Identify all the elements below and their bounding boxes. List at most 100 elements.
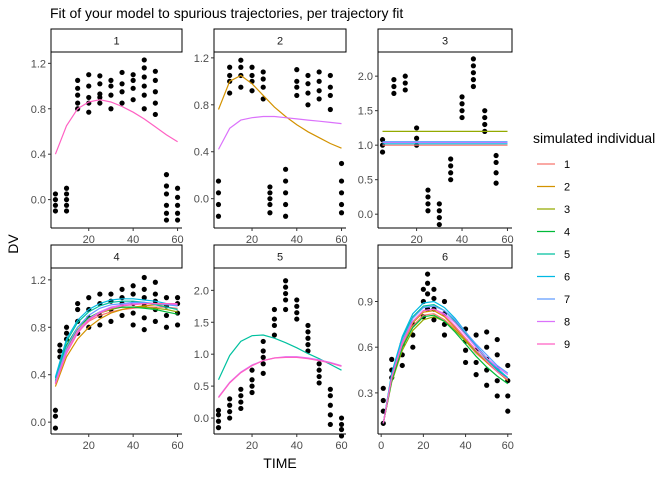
data-point (141, 92, 147, 98)
data-point (174, 194, 181, 200)
data-point (227, 90, 233, 96)
data-point (163, 217, 170, 223)
panel-3: 3 0.0 0.5 1.0 1.5 2.0 20 40 60 (358, 28, 514, 246)
data-point (141, 74, 147, 80)
data-point (316, 373, 322, 380)
data-point (260, 84, 266, 90)
data-point (482, 121, 488, 128)
data-point (86, 72, 92, 78)
data-point (174, 202, 181, 208)
y-tick-label: 1.5 (194, 317, 209, 329)
data-point (282, 284, 289, 290)
data-point (282, 201, 289, 208)
data-point (338, 201, 345, 208)
strip-label: 6 (442, 252, 448, 264)
data-point (379, 137, 386, 143)
x-tick-label: 60 (502, 440, 514, 452)
data-point (425, 201, 431, 207)
data-point (215, 418, 222, 424)
data-point (282, 178, 289, 184)
data-point (338, 421, 345, 428)
data-point (75, 92, 81, 98)
data-point (327, 106, 333, 113)
data-point (260, 370, 266, 376)
fit-line-individual-7 (382, 305, 509, 424)
legend-label-7: 7 (564, 294, 570, 306)
fit-line-individual-9 (218, 356, 342, 398)
data-point (267, 190, 273, 196)
panel-1: 1 0.0 0.4 0.8 1.2 20 40 60 (31, 28, 184, 246)
data-point (316, 69, 322, 75)
data-point (327, 386, 333, 392)
y-tick-label: 1.5 (358, 106, 373, 118)
data-point (215, 407, 222, 413)
data-point (338, 160, 345, 167)
data-point (305, 90, 311, 96)
data-point (505, 393, 511, 399)
data-point (414, 125, 420, 131)
data-point (108, 106, 114, 112)
data-point (238, 57, 244, 63)
data-point (327, 402, 333, 408)
data-point (86, 109, 92, 115)
data-point (163, 202, 170, 208)
data-point (97, 81, 103, 87)
data-point (436, 221, 442, 228)
data-point (494, 336, 500, 343)
data-point (130, 322, 136, 328)
data-point (389, 356, 395, 362)
strip-box (50, 28, 183, 53)
fit-line-individual-8 (54, 303, 178, 384)
y-tick-label: 0.0 (358, 209, 373, 221)
x-tick-label: 60 (501, 234, 513, 246)
data-point (215, 190, 222, 196)
data-point (294, 67, 300, 73)
fit-line-individual-5 (217, 334, 342, 380)
data-point (305, 322, 311, 329)
data-point (249, 383, 255, 389)
y-tick-label: 1.2 (31, 275, 46, 287)
legend-label-6: 6 (564, 272, 570, 284)
data-point (63, 185, 70, 191)
fit-line-individual-6 (54, 298, 178, 378)
data-point (86, 94, 92, 101)
data-point (294, 92, 300, 99)
data-point (249, 72, 255, 79)
legend-label-5: 5 (564, 249, 570, 261)
data-point (260, 76, 266, 82)
data-point (141, 106, 147, 112)
data-point (215, 213, 222, 219)
data-point (391, 83, 397, 90)
data-point (75, 77, 81, 83)
legend: simulated individual 1 2 3 4 5 6 7 8 9 (533, 130, 655, 351)
strip-label: 3 (442, 36, 448, 48)
data-point (130, 310, 136, 316)
data-point (402, 73, 408, 79)
data-point (282, 306, 289, 313)
data-point (425, 187, 431, 193)
data-point (316, 361, 322, 367)
data-point (238, 399, 244, 405)
data-point (448, 170, 454, 176)
data-point (97, 73, 103, 79)
data-point (141, 274, 147, 281)
data-point (316, 96, 322, 102)
data-point (459, 114, 465, 121)
data-point (294, 316, 300, 322)
data-point (249, 88, 255, 94)
x-tick-label: 40 (291, 234, 303, 246)
y-tick-label: 0.5 (194, 381, 209, 393)
data-point (152, 318, 158, 324)
data-point (282, 297, 289, 303)
data-point (152, 291, 158, 297)
legend-label-8: 8 (564, 317, 570, 329)
data-point (63, 208, 70, 214)
data-point (97, 100, 103, 106)
data-point (141, 83, 147, 89)
data-point (57, 348, 63, 354)
strip-box (377, 244, 513, 269)
x-tick-label: 20 (246, 440, 258, 452)
data-point (260, 354, 266, 360)
x-tick-label: 40 (291, 440, 303, 452)
data-point (141, 327, 147, 333)
